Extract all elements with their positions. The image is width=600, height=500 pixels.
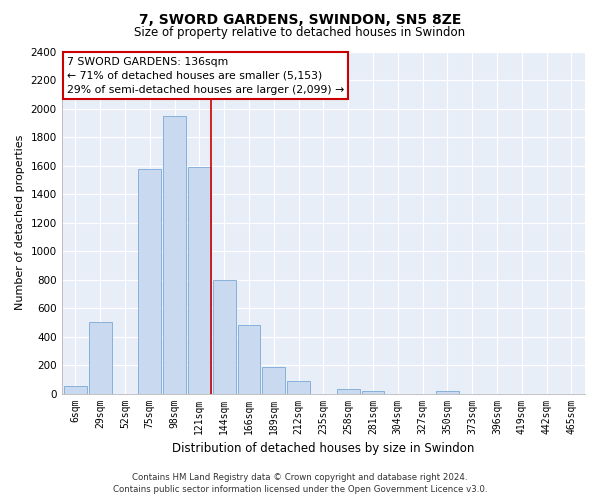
Text: 7, SWORD GARDENS, SWINDON, SN5 8ZE: 7, SWORD GARDENS, SWINDON, SN5 8ZE	[139, 12, 461, 26]
Bar	[139, 169, 161, 394]
Bar	[262, 367, 285, 394]
Bar	[287, 380, 310, 394]
Bar	[337, 390, 359, 394]
Bar	[436, 392, 459, 394]
Bar	[163, 116, 186, 394]
Bar	[64, 386, 87, 394]
Bar	[362, 390, 385, 394]
Text: 7 SWORD GARDENS: 136sqm
← 71% of detached houses are smaller (5,153)
29% of semi: 7 SWORD GARDENS: 136sqm ← 71% of detache…	[67, 56, 344, 94]
Bar	[238, 325, 260, 394]
X-axis label: Distribution of detached houses by size in Swindon: Distribution of detached houses by size …	[172, 442, 475, 455]
Y-axis label: Number of detached properties: Number of detached properties	[15, 135, 25, 310]
Text: Size of property relative to detached houses in Swindon: Size of property relative to detached ho…	[134, 26, 466, 39]
Bar	[213, 280, 236, 394]
Bar	[89, 322, 112, 394]
Text: Contains HM Land Registry data © Crown copyright and database right 2024.
Contai: Contains HM Land Registry data © Crown c…	[113, 472, 487, 494]
Bar	[188, 167, 211, 394]
